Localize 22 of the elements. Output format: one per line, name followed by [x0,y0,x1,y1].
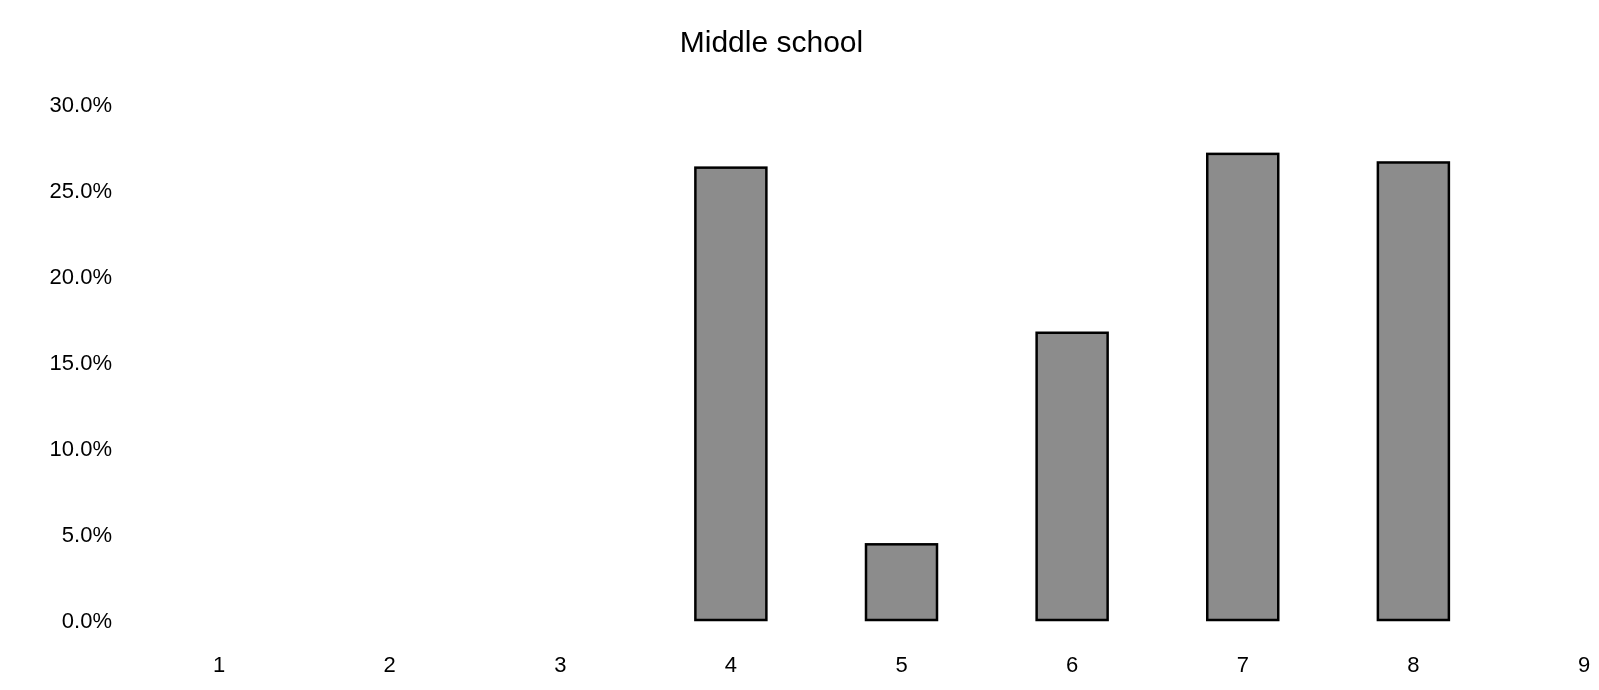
x-tick-label: 1 [212,652,226,677]
x-tick-label: 7 [1236,652,1249,677]
y-tick-label: 25.0% [49,177,112,203]
x-tick-label: 3 [554,652,567,677]
y-tick-label: 5.0% [61,521,112,547]
bar [1376,161,1451,622]
x-tick-label: 6 [1066,652,1079,677]
bar [1035,331,1109,622]
bar [864,543,939,622]
x-tick-label: 5 [895,652,908,677]
y-tick-label: 15.0% [49,349,112,375]
y-tick-label: 20.0% [49,263,112,289]
bar [1206,152,1280,622]
y-tick-label: 30.0% [49,91,112,117]
y-tick-label: 10.0% [49,435,112,461]
x-tick-label: 2 [383,652,396,677]
x-tick-label: 4 [724,652,737,677]
y-tick-label: 0.0% [61,607,112,633]
bar [694,166,768,622]
x-tick-label: 8 [1407,652,1420,677]
chart-title: Middle school [679,25,864,58]
x-tick-label: 9 [1577,652,1591,677]
